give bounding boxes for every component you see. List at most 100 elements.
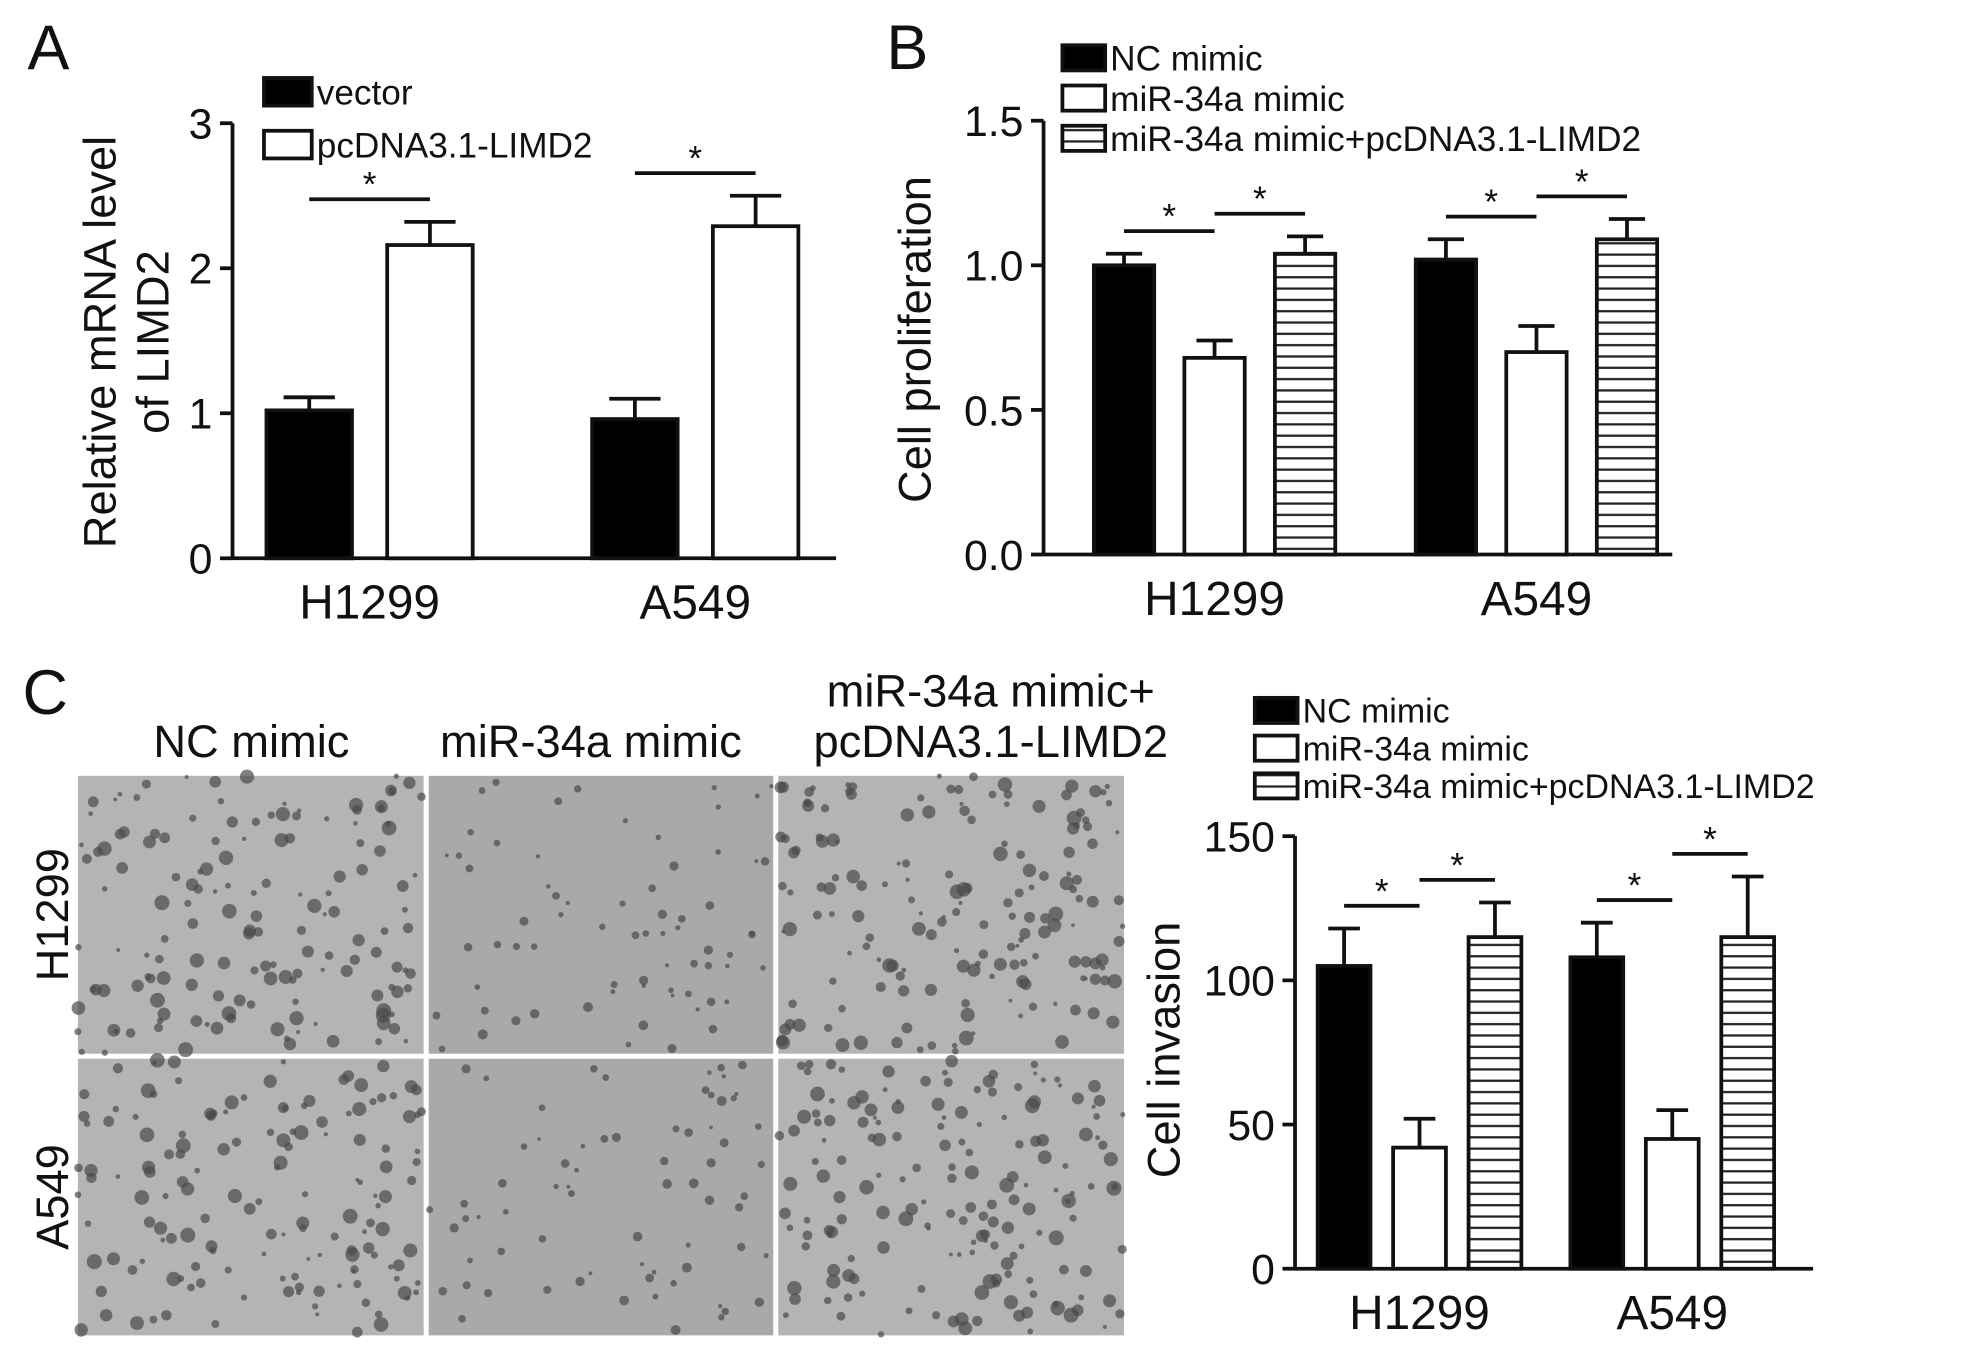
cell xyxy=(1113,935,1125,947)
cell xyxy=(377,1059,390,1073)
cell xyxy=(895,971,905,981)
cell xyxy=(1016,850,1025,859)
cell xyxy=(143,1216,156,1228)
cell xyxy=(721,1307,729,1316)
cell xyxy=(403,1243,418,1258)
cell xyxy=(1000,1257,1014,1271)
cell xyxy=(462,1281,471,1290)
cell xyxy=(811,1109,821,1118)
cell xyxy=(101,1049,108,1056)
cell xyxy=(307,898,322,913)
cell xyxy=(725,963,730,969)
bar xyxy=(1413,257,1478,557)
cell xyxy=(375,1202,381,1209)
cell xyxy=(325,890,332,897)
cell xyxy=(920,1075,931,1087)
cell xyxy=(279,1275,286,1282)
cell xyxy=(641,983,646,988)
cell xyxy=(143,835,156,849)
cell xyxy=(397,1286,412,1300)
cell xyxy=(715,849,722,855)
cell xyxy=(1016,975,1030,989)
cell xyxy=(381,1144,391,1153)
cell xyxy=(115,1174,121,1179)
cell xyxy=(324,816,330,822)
cell xyxy=(669,861,679,871)
cell xyxy=(281,1232,286,1237)
cell xyxy=(670,1280,677,1287)
cell xyxy=(965,1202,977,1213)
cell xyxy=(1054,1076,1061,1083)
cell xyxy=(827,1263,841,1277)
cell xyxy=(988,1069,999,1080)
cell xyxy=(225,1013,237,1024)
cell xyxy=(1009,1251,1018,1260)
cell xyxy=(1098,1140,1108,1150)
cell xyxy=(412,872,418,878)
cell xyxy=(829,977,837,985)
cell xyxy=(316,1116,328,1128)
cell xyxy=(638,1020,649,1031)
cell xyxy=(922,805,936,819)
cell xyxy=(784,1018,796,1030)
significance-label: * xyxy=(1253,180,1267,219)
cell xyxy=(956,882,971,897)
cell xyxy=(171,872,181,882)
cell xyxy=(283,1037,297,1051)
cell xyxy=(353,1133,366,1146)
legend-label: NC mimic xyxy=(1110,40,1262,79)
cell xyxy=(1028,1002,1038,1011)
cell xyxy=(1030,1135,1042,1147)
cell xyxy=(791,845,801,856)
legend-label: vector xyxy=(317,73,413,112)
cell xyxy=(1038,925,1051,939)
cell xyxy=(274,1164,281,1171)
cell xyxy=(1080,956,1092,968)
cell xyxy=(1018,1243,1025,1250)
cell xyxy=(951,1042,958,1049)
cell xyxy=(375,1221,390,1237)
cell xyxy=(655,834,662,841)
cell xyxy=(139,1258,145,1264)
cell xyxy=(458,1315,466,1323)
cell xyxy=(876,1205,890,1220)
bar xyxy=(1273,251,1338,557)
cell xyxy=(462,1215,470,1223)
cell xyxy=(821,1137,827,1143)
cell xyxy=(74,1323,88,1337)
column-label: NC mimic xyxy=(153,716,349,767)
cell xyxy=(184,775,189,779)
cell xyxy=(990,1273,1003,1285)
cell xyxy=(1066,810,1082,826)
cell xyxy=(701,1086,710,1095)
micrograph xyxy=(778,775,1125,1054)
cell xyxy=(1055,1035,1069,1049)
cell xyxy=(157,1007,171,1021)
y-tick-label: 0 xyxy=(1251,1246,1275,1294)
cell xyxy=(449,1223,459,1233)
cell xyxy=(943,1077,953,1087)
cell xyxy=(483,1075,490,1082)
cell xyxy=(908,896,915,904)
cell xyxy=(672,1125,680,1133)
cell xyxy=(374,845,386,857)
cell xyxy=(261,878,271,889)
cell xyxy=(392,1259,405,1272)
cell xyxy=(960,1007,975,1023)
cell xyxy=(667,1043,677,1053)
cell xyxy=(652,1293,659,1300)
cell xyxy=(924,983,938,997)
cell xyxy=(600,1134,609,1143)
bar xyxy=(264,408,354,561)
cell xyxy=(660,1156,669,1166)
cell xyxy=(263,1074,277,1088)
cell xyxy=(670,993,675,998)
cell xyxy=(411,1084,422,1096)
cell xyxy=(345,1247,360,1262)
cell xyxy=(391,961,403,973)
cell xyxy=(838,1066,846,1073)
cell xyxy=(455,852,463,859)
cell xyxy=(519,916,529,926)
cell xyxy=(826,1274,841,1289)
cell xyxy=(239,769,255,784)
